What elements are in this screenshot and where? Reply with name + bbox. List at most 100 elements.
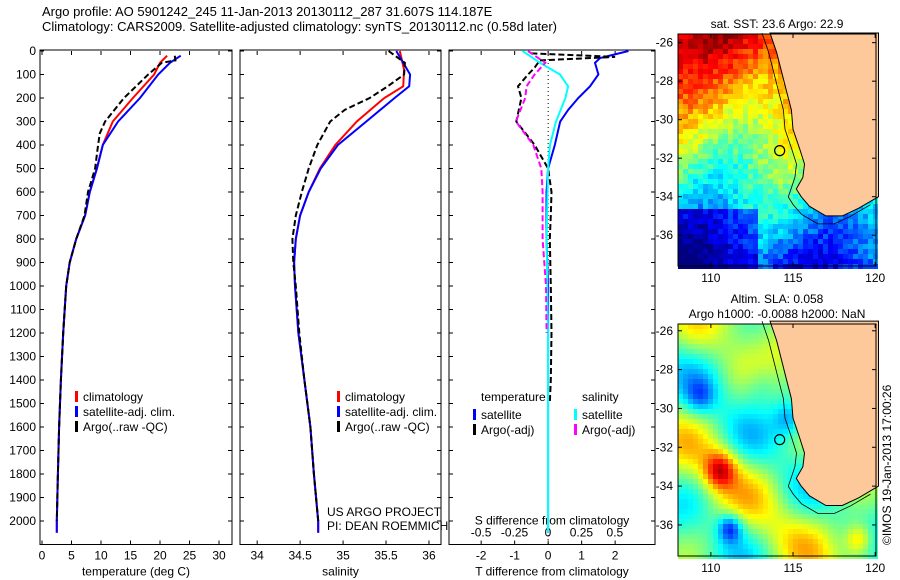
map-cell	[693, 184, 698, 189]
map-cell	[763, 129, 768, 134]
map-cell	[843, 504, 848, 509]
map-cell	[708, 529, 713, 534]
map-cell	[783, 544, 788, 549]
argo-location-marker	[774, 434, 786, 446]
map-cell	[713, 124, 718, 129]
map-cell	[758, 519, 763, 524]
map-cell	[698, 439, 703, 444]
map-cell	[798, 154, 803, 159]
map-cell	[808, 214, 813, 219]
map-cell	[783, 414, 788, 419]
map-cell	[778, 179, 783, 184]
map-cell	[738, 454, 743, 459]
map-cell	[723, 379, 728, 384]
map-cell	[718, 434, 723, 439]
map-cell	[733, 544, 738, 549]
map-cell	[743, 119, 748, 124]
map-lon-label: 110	[701, 271, 720, 285]
map-cell	[723, 524, 728, 529]
map-cell	[693, 504, 698, 509]
map-cell	[733, 174, 738, 179]
map-cell	[748, 394, 753, 399]
map-cell	[763, 424, 768, 429]
map-cell	[703, 429, 708, 434]
map-cell	[753, 539, 758, 544]
map-cell	[788, 179, 793, 184]
map-cell	[693, 329, 698, 334]
map-cell	[738, 184, 743, 189]
map-cell	[738, 464, 743, 469]
map-cell	[788, 529, 793, 534]
map-cell	[773, 114, 778, 119]
map-cell	[688, 489, 693, 494]
depth-tick-label: 600	[16, 185, 36, 199]
map-cell	[693, 394, 698, 399]
map-cell	[758, 144, 763, 149]
map-cell	[728, 219, 733, 224]
map-cell	[698, 54, 703, 59]
map-cell	[718, 379, 723, 384]
map-cell	[773, 384, 778, 389]
map-cell	[723, 174, 728, 179]
map-cell	[733, 419, 738, 424]
map-cell	[728, 84, 733, 89]
map-cell	[678, 249, 683, 254]
map-cell	[783, 524, 788, 529]
map-cell	[773, 234, 778, 239]
map-cell	[698, 479, 703, 484]
map-cell	[743, 549, 748, 554]
map-cell	[758, 209, 763, 214]
map-cell	[808, 239, 813, 244]
map-cell	[813, 519, 818, 524]
map-cell	[748, 109, 753, 114]
map-cell	[793, 259, 798, 264]
map-cell	[763, 469, 768, 474]
map-cell	[708, 174, 713, 179]
map-cell	[733, 139, 738, 144]
map-cell	[758, 389, 763, 394]
map-cell	[728, 194, 733, 199]
map-cell	[778, 164, 783, 169]
map-cell	[733, 444, 738, 449]
map-cell	[818, 219, 823, 224]
map-cell	[748, 134, 753, 139]
map-cell	[753, 234, 758, 239]
map-cell	[678, 89, 683, 94]
map-cell	[868, 224, 873, 229]
map-cell	[823, 504, 828, 509]
map-cell	[808, 224, 813, 229]
map-cell	[703, 494, 708, 499]
map-cell	[703, 34, 708, 39]
map-cell	[758, 49, 763, 54]
map-cell	[763, 134, 768, 139]
map-cell	[723, 514, 728, 519]
map-cell	[748, 74, 753, 79]
map-cell	[738, 89, 743, 94]
map-cell	[698, 484, 703, 489]
map-cell	[778, 234, 783, 239]
map-cell	[778, 404, 783, 409]
map-cell	[723, 109, 728, 114]
map-cell	[718, 229, 723, 234]
map-cell	[828, 229, 833, 234]
map-cell	[788, 539, 793, 544]
map-cell	[683, 204, 688, 209]
map-title: Altim. SLA: 0.058	[731, 292, 824, 306]
map-cell	[683, 469, 688, 474]
map-cell	[713, 74, 718, 79]
map-cell	[683, 39, 688, 44]
map-cell	[728, 489, 733, 494]
map-cell	[738, 49, 743, 54]
map-cell	[693, 444, 698, 449]
map-cell	[688, 129, 693, 134]
map-cell	[688, 324, 693, 329]
map-cell	[738, 414, 743, 419]
map-cell	[778, 519, 783, 524]
map-cell	[693, 74, 698, 79]
map-cell	[748, 379, 753, 384]
map-cell	[733, 74, 738, 79]
map-cell	[708, 404, 713, 409]
map-cell	[763, 349, 768, 354]
map-cell	[738, 439, 743, 444]
map-cell	[793, 229, 798, 234]
